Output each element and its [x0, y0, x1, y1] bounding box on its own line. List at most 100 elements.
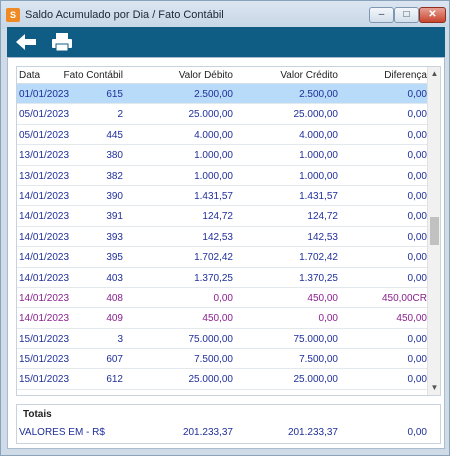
maximize-button[interactable]: □: [394, 7, 419, 23]
print-button[interactable]: [49, 30, 75, 54]
cell-valor-credito: 1.431,57: [299, 190, 338, 202]
table-row[interactable]: 05/01/2023 445 4.000,00 4.000,00 0,00: [17, 125, 429, 146]
grid-header: Data Fato Contábil Valor Débito Valor Cr…: [17, 67, 429, 84]
cell-fato-contabil: 380: [106, 150, 123, 162]
cell-diferenca: 0,00: [407, 170, 427, 182]
column-header-diferenca[interactable]: Diferença: [384, 70, 427, 81]
minimize-button[interactable]: ‒: [369, 7, 394, 23]
cell-valor-debito: 1.702,42: [194, 252, 233, 264]
vertical-scrollbar[interactable]: ▲ ▼: [427, 67, 440, 395]
cell-data: 14/01/2023: [19, 313, 70, 325]
cell-data: 14/01/2023: [19, 252, 70, 264]
cell-valor-credito: 450,00: [307, 292, 338, 304]
cell-valor-debito: 25.000,00: [188, 109, 234, 121]
column-header-data[interactable]: Data: [19, 70, 41, 81]
table-row[interactable]: 14/01/2023 390 1.431,57 1.431,57 0,00: [17, 186, 429, 207]
cell-fato-contabil: 408: [106, 292, 123, 304]
cell-valor-debito: 1.370,25: [194, 272, 233, 284]
cell-diferenca: 0,00: [407, 354, 427, 366]
cell-valor-credito: 2.500,00: [299, 89, 338, 100]
cell-diferenca: 0,00: [407, 374, 427, 386]
cell-data: 13/01/2023: [19, 150, 70, 162]
table-row[interactable]: 15/01/2023 607 7.500,00 7.500,00 0,00: [17, 349, 429, 370]
cell-valor-credito: 1.000,00: [299, 170, 338, 182]
table-row[interactable]: 14/01/2023 393 142,53 142,53 0,00: [17, 227, 429, 248]
table-row[interactable]: 01/01/2023 615 2.500,00 2.500,00 0,00: [17, 84, 429, 105]
cell-fato-contabil: 612: [106, 374, 123, 386]
totals-panel: Totais VALORES EM - R$ 201.233,37 201.23…: [16, 404, 441, 444]
totals-row: VALORES EM - R$ 201.233,37 201.233,37 0,…: [17, 425, 429, 441]
table-row[interactable]: 14/01/2023 409 450,00 0,00 450,00: [17, 308, 429, 329]
cell-valor-credito: 1.702,42: [299, 252, 338, 264]
cell-diferenca: 0,00: [407, 231, 427, 243]
cell-diferenca: 0,00: [407, 109, 427, 121]
cell-valor-credito: 4.000,00: [299, 129, 338, 141]
table-row[interactable]: 14/01/2023 403 1.370,25 1.370,25 0,00: [17, 268, 429, 288]
cell-data: 14/01/2023: [19, 272, 70, 284]
cell-data: 15/01/2023: [19, 333, 70, 345]
scroll-up-icon[interactable]: ▲: [430, 69, 439, 78]
cell-fato-contabil: 2: [117, 109, 123, 121]
table-row[interactable]: 14/01/2023 395 1.702,42 1.702,42 0,00: [17, 247, 429, 268]
cell-diferenca: 0,00: [407, 272, 427, 284]
table-row[interactable]: 13/01/2023 382 1.000,00 1.000,00 0,00: [17, 166, 429, 186]
table-row[interactable]: 15/01/2023 3 75.000,00 75.000,00 0,00: [17, 329, 429, 350]
cell-valor-debito: 3.000,00: [194, 395, 233, 396]
cell-valor-credito: 3.000,00: [299, 395, 338, 396]
title-bar[interactable]: S Saldo Acumulado por Dia / Fato Contábi…: [1, 1, 449, 29]
cell-data: 15/01/2023: [19, 395, 69, 396]
table-row[interactable]: 13/01/2023 380 1.000,00 1.000,00 0,00: [17, 145, 429, 166]
cell-valor-debito: 124,72: [202, 211, 233, 223]
cell-data: 14/01/2023: [19, 292, 70, 304]
totals-title: Totais: [23, 409, 52, 420]
column-header-fato-contabil[interactable]: Fato Contábil: [63, 70, 123, 81]
cell-data: 05/01/2023: [19, 109, 70, 121]
cell-fato-contabil: 3: [117, 333, 123, 345]
cell-valor-credito: 142,53: [307, 231, 338, 243]
cell-diferenca: 0,00: [407, 89, 427, 100]
toolbar: [7, 27, 445, 57]
cell-fato-contabil: 445: [106, 129, 123, 141]
cell-fato-contabil: 395: [106, 252, 123, 264]
table-row[interactable]: 14/01/2023 391 124,72 124,72 0,00: [17, 206, 429, 227]
table-row[interactable]: 05/01/2023 2 25.000,00 25.000,00 0,00: [17, 104, 429, 125]
cell-valor-debito: 1.000,00: [194, 150, 233, 162]
cell-diferenca: 450,00CR: [381, 292, 427, 304]
cell-fato-contabil: 615: [106, 89, 123, 100]
cell-diferenca: 0,00: [407, 129, 427, 141]
totals-debito: 201.233,37: [182, 427, 233, 438]
scroll-thumb[interactable]: [430, 217, 439, 245]
content-panel: Data Fato Contábil Valor Débito Valor Cr…: [7, 57, 445, 449]
cell-fato-contabil: 390: [106, 190, 123, 202]
back-button[interactable]: [13, 30, 39, 54]
close-button[interactable]: ✕: [419, 7, 446, 23]
cell-valor-debito: 7.500,00: [194, 354, 233, 366]
cell-valor-debito: 75.000,00: [188, 333, 234, 345]
table-row[interactable]: 15/01/2023 612 25.000,00 25.000,00 0,00: [17, 369, 429, 390]
cell-fato-contabil: 403: [106, 272, 123, 284]
cell-data: 05/01/2023: [19, 129, 70, 141]
cell-fato-contabil: 393: [106, 231, 123, 243]
column-header-valor-debito[interactable]: Valor Débito: [178, 70, 233, 81]
cell-data: 15/01/2023: [19, 354, 70, 366]
cell-data: 15/01/2023: [19, 374, 70, 386]
data-grid: Data Fato Contábil Valor Débito Valor Cr…: [16, 66, 441, 396]
app-icon: S: [6, 8, 20, 22]
cell-valor-credito: 25.000,00: [293, 109, 339, 121]
cell-diferenca: 0,00: [407, 333, 427, 345]
cell-valor-debito: 142,53: [202, 231, 233, 243]
cell-valor-credito: 1.370,25: [299, 272, 338, 284]
cell-valor-debito: 450,00: [202, 313, 233, 325]
table-row[interactable]: 14/01/2023 408 0,00 450,00 450,00CR: [17, 288, 429, 309]
column-header-valor-credito[interactable]: Valor Crédito: [280, 70, 338, 81]
cell-diferenca: 0,00: [407, 190, 427, 202]
cell-valor-debito: 4.000,00: [194, 129, 233, 141]
cell-valor-credito: 7.500,00: [299, 354, 338, 366]
cell-valor-debito: 25.000,00: [188, 374, 234, 386]
cell-fato-contabil: 687: [106, 395, 123, 396]
scroll-down-icon[interactable]: ▼: [430, 383, 439, 392]
cell-diferenca: 0,00: [407, 150, 427, 162]
totals-credito: 201.233,37: [287, 427, 338, 438]
table-row[interactable]: 15/01/2023 687 3.000,00 3.000,00 0,00: [17, 390, 429, 396]
